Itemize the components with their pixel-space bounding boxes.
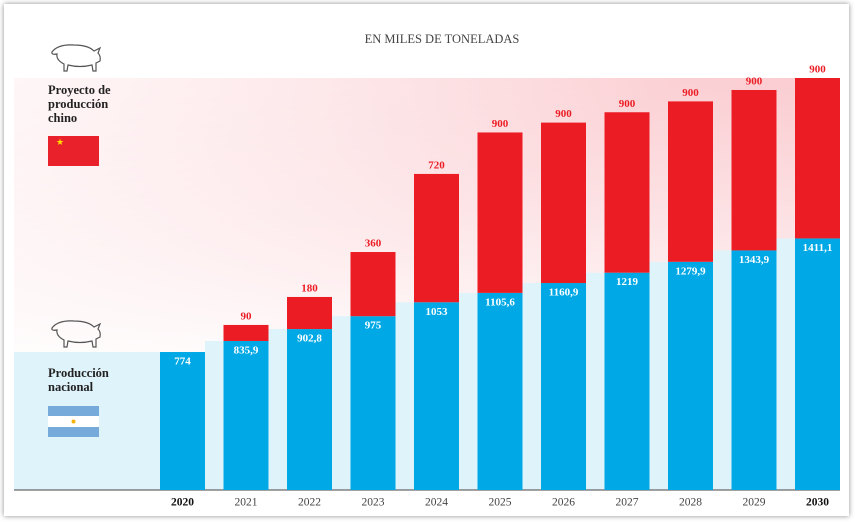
argentina-flag [48,406,99,416]
value-label: 902,8 [297,333,322,345]
bar-segment [477,292,523,490]
flag-star: ★ [56,137,64,147]
china-flag [48,136,99,166]
x-tick-label: 2028 [679,497,702,509]
chart-title: EN MILES DE TONELADAS [365,32,520,46]
bar-segment [414,302,459,490]
flag-sun [71,419,76,424]
value-label: 835,9 [234,345,259,357]
bar-segment [541,283,586,490]
value-label: 360 [365,238,382,250]
x-tick-label: 2021 [235,497,258,509]
bar-segment [731,89,777,251]
bar-segment [287,296,332,330]
bar-segment [414,173,459,303]
x-tick-label: 2023 [362,497,385,509]
x-tick-label: 2027 [616,497,639,509]
bar-segment [731,250,777,490]
value-label: 774 [174,356,191,368]
value-label: 975 [365,320,382,332]
legend-entry: Producción nacional [48,366,109,394]
value-label: 900 [555,108,572,120]
pig-icon [51,44,102,72]
value-label: 180 [301,283,318,295]
bar-segment [795,78,840,239]
value-label: 900 [809,64,826,76]
x-tick-label: 2029 [743,497,766,509]
bar-segment [795,238,840,490]
value-label: 900 [619,98,636,110]
value-label: 1343,9 [739,254,770,266]
x-tick-label: 2020 [171,497,194,509]
bar-segment [541,122,586,284]
value-label: 900 [746,76,763,88]
bar-segment [668,261,713,490]
legend-entry: Proyecto de producción chino [48,83,111,125]
bar-segment [287,329,332,490]
value-label: 1053 [426,306,449,318]
bar-segment [604,112,650,273]
pig-icon [51,320,102,348]
value-label: 1219 [616,276,639,288]
value-label: 1411,1 [803,242,833,254]
value-label: 1160,9 [549,287,579,299]
x-tick-label: 2022 [298,497,321,509]
x-tick-label: 2030 [806,497,829,509]
bar-segment [350,252,396,317]
bar-segment [477,132,523,293]
x-tick-label: 2024 [425,497,448,509]
value-label: 90 [241,310,253,322]
value-label: 1105,6 [485,296,515,308]
bar-segment [350,316,396,490]
x-tick-label: 2025 [489,497,512,509]
value-label: 720 [428,159,445,171]
bar-segment [668,101,713,262]
bar-segment [223,324,269,341]
bar-segment [223,340,269,490]
x-tick-label: 2026 [552,497,575,509]
bar-segment [604,272,650,490]
value-label: 900 [682,87,699,99]
value-label: 900 [492,118,509,130]
value-label: 1279,9 [675,265,706,277]
bar-segment [160,352,205,490]
argentina-flag [48,427,99,437]
